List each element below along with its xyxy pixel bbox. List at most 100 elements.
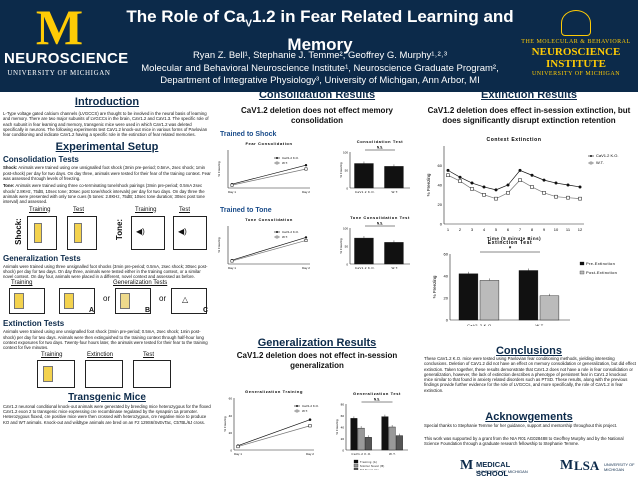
data-point xyxy=(304,167,308,171)
data-point xyxy=(304,164,308,167)
legend-marker xyxy=(589,161,593,165)
data-point xyxy=(304,236,308,239)
y-tick-label: 100 xyxy=(343,227,348,231)
y-tick-label: 20 xyxy=(229,431,233,435)
context-c-label: C xyxy=(203,307,209,315)
lsa-logo: M LSA UNIVERSITY OF MICHIGAN xyxy=(560,458,636,476)
y-tick-label: 0 xyxy=(230,449,232,453)
gen-test-label: Generalization Tests xyxy=(113,280,168,287)
medical-school-sub: UNIVERSITY OF MICHIGAN xyxy=(476,469,528,474)
affiliation-line-2: Department of Integrative Physiology³, U… xyxy=(160,75,480,86)
x-tick-label: 4 xyxy=(483,227,486,232)
legend-swatch xyxy=(579,261,585,266)
acknowledgements-title: Acknowgements xyxy=(485,411,573,423)
or-label-1: or xyxy=(103,294,111,304)
x-tick-label: 1 xyxy=(447,227,450,232)
diagram-training-label-2: Training xyxy=(135,206,157,213)
consolidation-diagram: Shock: Training Test Tone: Training Test… xyxy=(3,207,211,253)
legend-swatch xyxy=(579,270,585,275)
title-part-2: 1.2 in Fear Related Learning and xyxy=(252,7,514,26)
legend-marker xyxy=(276,231,278,233)
bar-chart-title: Generalization Test xyxy=(353,391,401,396)
diagram-tone-label: Tone: xyxy=(115,218,125,240)
introduction-title: Introduction xyxy=(74,96,140,108)
generalization-tests-title: Generalization Tests xyxy=(3,253,81,263)
tone-test-box: ◀) xyxy=(173,215,207,250)
middle-column: Consolidation Results CaV1.2 deletion do… xyxy=(214,89,420,479)
line-chart-title: Fear Consolidation xyxy=(245,141,292,146)
y-axis-label: % Freezing xyxy=(217,237,221,253)
data-point xyxy=(494,196,498,201)
legend-swatch xyxy=(353,459,359,464)
legend-marker xyxy=(275,161,279,165)
x-tick-label: 8 xyxy=(531,227,534,232)
context-a-icon xyxy=(14,293,24,310)
generalization-diagram: Training Generalization Tests A or B or … xyxy=(3,280,211,318)
poster-header: M NEUROSCIENCE UNIVERSITY OF MICHIGAN Th… xyxy=(0,0,638,92)
test-chamber-icon xyxy=(74,222,82,243)
series-line xyxy=(237,425,311,447)
diagram-training-label: Training xyxy=(29,206,51,213)
y-tick-label: 60 xyxy=(444,252,449,257)
x-tick-label: W.T. xyxy=(391,266,398,270)
y-axis-label: % Freezing xyxy=(217,161,221,177)
title-part-1: The Role of Ca xyxy=(126,7,246,26)
bar-chart-title: Extinction Test xyxy=(488,240,532,246)
legend-swatch xyxy=(353,467,359,470)
consolidation-subtitle: CaV1.2 deletion does not effect memory c… xyxy=(240,106,394,125)
legend-label: W.T. xyxy=(596,160,604,165)
logo-university-text: UNIVERSITY OF MICHIGAN xyxy=(7,69,111,77)
legend-label: W.T. xyxy=(282,161,288,165)
context-b-icon xyxy=(120,293,130,310)
legend-marker xyxy=(276,157,278,159)
bar xyxy=(384,242,404,265)
bar xyxy=(381,416,389,451)
x-tick-label: Day 2 xyxy=(306,452,314,456)
series-line xyxy=(231,240,307,262)
x-tick-label: CaV1.2 K.O. xyxy=(351,452,371,456)
data-point xyxy=(530,185,534,189)
data-point xyxy=(554,181,558,185)
legend-marker xyxy=(275,235,279,239)
shock-text: Animals were trained using one unsignall… xyxy=(3,165,211,182)
legend-label: CaV1.2 K.O. xyxy=(282,230,299,234)
mbni-line-3: UNIVERSITY OF MICHIGAN xyxy=(531,71,621,77)
significance-label: N.S. xyxy=(374,398,380,402)
data-point xyxy=(230,183,234,187)
data-point xyxy=(566,195,570,200)
x-tick-label: Day 1 xyxy=(228,190,236,194)
data-point xyxy=(506,183,510,187)
y-tick-label: 50 xyxy=(345,245,349,249)
x-tick-label: 7 xyxy=(519,227,522,232)
y-tick-label: 0 xyxy=(342,449,344,453)
bar xyxy=(458,273,479,321)
mbni-line-1: THE MOLECULAR & BEHAVIORAL xyxy=(521,39,631,45)
bar xyxy=(539,295,560,321)
shock-chamber-icon xyxy=(34,222,42,243)
triangle-icon: △ xyxy=(182,295,189,305)
lsa-text: LSA xyxy=(574,458,600,473)
data-point xyxy=(470,187,474,191)
data-point xyxy=(236,444,240,449)
transgenic-text: CaV1.2 neuronal conditional knock-out an… xyxy=(3,403,211,425)
conclusions-text: These CaV1.2 K.O. mice were tested using… xyxy=(424,356,636,393)
y-axis-label: % Freezing xyxy=(223,416,227,432)
experimental-setup-title: Experimental Setup xyxy=(55,141,159,154)
bar xyxy=(357,427,365,451)
x-tick-label: W.T. xyxy=(389,452,396,456)
diagram-test-label: Test xyxy=(73,206,85,213)
data-point xyxy=(518,168,522,172)
data-point xyxy=(518,178,522,182)
y-tick-label: 80 xyxy=(341,403,345,407)
ext-training-icon xyxy=(43,365,53,382)
context-a-box-training xyxy=(9,288,45,315)
y-axis-label: % Freezing xyxy=(335,419,339,435)
x-tick-label: CaV1.2 K.O. xyxy=(355,266,375,270)
data-point xyxy=(470,181,474,185)
medical-school-logo: M MEDICAL SCHOOL UNIVERSITY OF MICHIGAN xyxy=(460,458,544,478)
ext-training-box xyxy=(37,359,75,388)
mbni-logo: THE MOLECULAR & BEHAVIORAL NEUROSCIENCE … xyxy=(518,8,634,84)
bar-chart-title: Consolidation Test xyxy=(357,140,404,144)
consolidation-tests-title: Consolidation Tests xyxy=(3,155,79,165)
legend-marker xyxy=(295,409,299,413)
